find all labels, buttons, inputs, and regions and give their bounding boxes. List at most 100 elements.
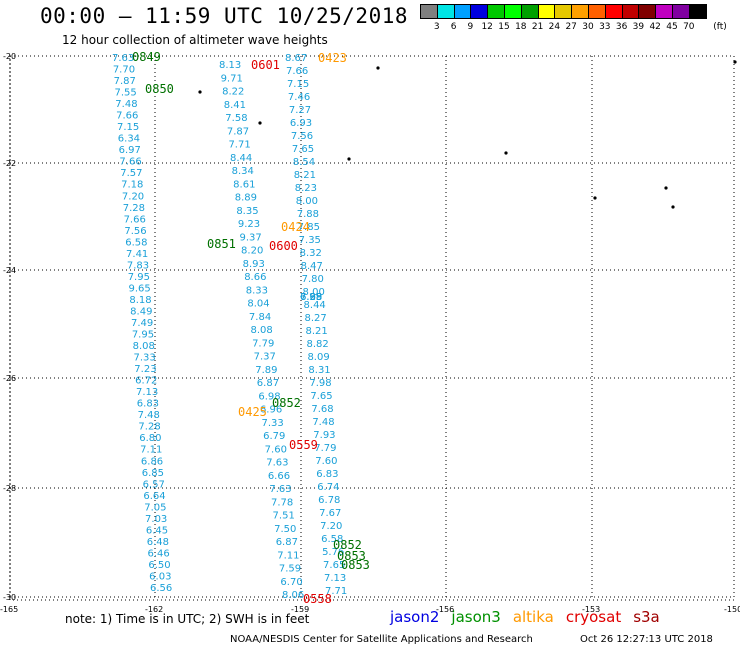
pass-time-label: 0424 [281, 220, 310, 234]
swh-value: 7.33 [133, 353, 155, 364]
swh-value: 7.79 [314, 443, 336, 454]
swh-value: 8.35 [236, 206, 258, 217]
legend-label: 36 [615, 22, 628, 32]
pass-time-label: 0853 [337, 549, 366, 563]
pass-time-label: 0852 [333, 538, 362, 552]
swh-value: 7.66 [116, 111, 138, 122]
island-dot [593, 196, 597, 200]
legend-swatch [671, 4, 690, 19]
swh-value: 7.41 [126, 249, 148, 260]
swh-value: 7.49 [131, 318, 153, 329]
swh-value: 6.96 [260, 405, 282, 416]
swh-value: 6.79 [263, 431, 285, 442]
swh-value: 7.87 [114, 76, 136, 87]
swh-value: 7.79 [252, 338, 274, 349]
swh-value: 8.23 [295, 183, 317, 194]
legend-label: 42 [649, 22, 661, 32]
color-legend [420, 4, 707, 19]
swh-value: 7.48 [312, 417, 334, 428]
legend-label: 18 [515, 22, 527, 32]
lon-tick-label: -153 [582, 605, 600, 614]
swh-value: 7.03 [145, 514, 167, 525]
swh-value: 8.27 [305, 313, 327, 324]
swh-value: 8.54 [293, 157, 315, 168]
swh-value: 8.34 [232, 166, 254, 177]
legend-swatch [638, 4, 657, 19]
swh-value: 7.55 [114, 88, 136, 99]
swh-value: 6.83 [316, 469, 338, 480]
swh-value: 8.66 [244, 272, 266, 283]
swh-value: 7.48 [115, 99, 137, 110]
satellite-jason2: jason2 [390, 608, 440, 626]
swh-value: 8.32 [300, 248, 322, 259]
pass-time-label: 0558 [303, 592, 332, 606]
swh-value: 7.60 [315, 456, 337, 467]
legend-label: (ft) [713, 22, 727, 32]
pass-time-label: 0849 [132, 50, 161, 64]
swh-value: 7.48 [138, 410, 160, 421]
swh-value: 7.93 [313, 430, 335, 441]
legend-swatch [655, 4, 673, 19]
swh-value: 7.80 [302, 274, 324, 285]
swh-value: 7.84 [249, 312, 271, 323]
swh-value: 7.58 [225, 113, 247, 124]
swh-value: 6.74 [317, 482, 339, 493]
lat-tick-label: -30 [3, 593, 16, 602]
swh-value: 6.58 [321, 534, 343, 545]
swh-value: 7.15 [117, 122, 139, 133]
swh-value: 7.57 [120, 168, 142, 179]
swh-value: 7.20 [320, 521, 342, 532]
generated-timestamp: Oct 26 12:27:13 UTC 2018 [580, 634, 713, 645]
swh-value: 6.93 [290, 118, 312, 129]
swh-value: 7.95 [128, 272, 150, 283]
swh-value: 7.56 [291, 131, 313, 142]
swh-value: 6.70 [280, 577, 302, 588]
swh-value: 8.44 [304, 300, 326, 311]
lon-tick-label: -150 [724, 605, 740, 614]
legend-label: 30 [582, 22, 594, 32]
swh-value: 7.56 [124, 226, 146, 237]
swh-value: 7.95 [132, 330, 154, 341]
pass-time-label: 0600 [269, 239, 298, 253]
page-title: 00:00 – 11:59 UTC 10/25/2018 [40, 4, 409, 28]
color-legend-labels: 3 6 9 12 15 18 21 24 27 30 33 36 39 42 45 70 (ft) [420, 22, 740, 36]
swh-value: 7.39 [300, 292, 322, 303]
legend-swatch [537, 4, 556, 19]
legend-label: 24 [548, 22, 561, 32]
lat-tick-label: -20 [3, 52, 16, 61]
legend-swatch [453, 4, 472, 19]
legend-swatch [520, 4, 539, 19]
pass-time-label: 0852 [272, 396, 301, 410]
island-dot [198, 90, 202, 94]
swh-value: 7.63 [269, 484, 291, 495]
swh-value: 8.61 [233, 179, 255, 190]
swh-value: 7.66 [124, 214, 146, 225]
legend-label: 45 [666, 22, 678, 32]
swh-value: 6.66 [268, 471, 290, 482]
pass-time-label: 0601 [251, 58, 280, 72]
swh-value: 8.08 [251, 325, 273, 336]
satellite-s3a: s3a [633, 608, 660, 626]
swh-value: 7.71 [228, 140, 250, 151]
swh-value: 8.20 [241, 246, 263, 257]
swh-value: 6.68 [300, 292, 322, 303]
pass-time-label: 0853 [341, 558, 370, 572]
swh-value: 8.08 [133, 341, 155, 352]
lon-tick-label: -159 [291, 605, 309, 614]
swh-value: 7.59 [279, 564, 301, 575]
units-note: note: 1) Time is in UTC; 2) SWH is in fe… [65, 612, 310, 626]
legend-swatch [420, 4, 438, 19]
swh-value: 6.46 [148, 548, 170, 559]
swh-value: 9.71 [221, 73, 243, 84]
legend-swatch [571, 4, 589, 19]
swh-value: 6.85 [142, 468, 164, 479]
island-dot [664, 186, 668, 190]
island-dot [347, 157, 351, 161]
swh-value: 7.35 [299, 235, 321, 246]
swh-value: 7.15 [287, 79, 309, 90]
islands [198, 60, 737, 209]
swh-value: 7.46 [288, 92, 310, 103]
swh-value: 8.13 [219, 60, 241, 71]
legend-label: 9 [467, 22, 474, 32]
